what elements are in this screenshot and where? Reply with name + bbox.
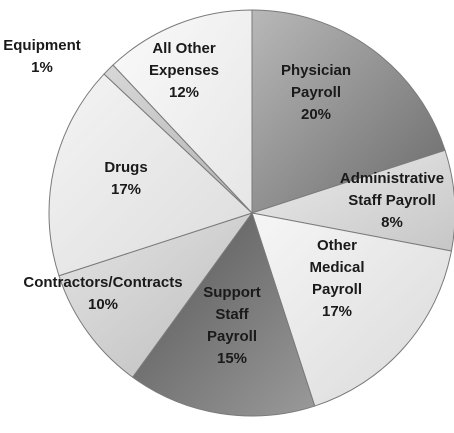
pie-slice-3 — [251, 212, 452, 407]
pie-category-label: Drugs — [104, 159, 147, 176]
pie-category-label: Expenses — [149, 62, 219, 79]
pie-label-1: Physician Payroll 20% — [281, 62, 351, 123]
pie-slice-6 — [48, 73, 253, 277]
pie-value-label: 17% — [322, 303, 352, 320]
pie-category-label: Staff — [215, 306, 249, 323]
pie-slice-8 — [112, 9, 253, 215]
pie-category-label: Other — [317, 237, 357, 254]
pie-slice-5 — [58, 212, 254, 378]
pie-slices — [48, 9, 454, 417]
pie-category-label: Payroll — [291, 84, 341, 101]
pie-category-label: All Other — [152, 40, 216, 57]
pie-value-label: 1% — [31, 59, 53, 76]
pie-label-5: Contractors/Contracts 10% — [23, 274, 182, 313]
pie-value-label: 15% — [217, 350, 247, 367]
pie-category-label: Administrative — [340, 170, 444, 187]
pie-value-label: 17% — [111, 181, 141, 198]
pie-label-8: All Other Expenses 12% — [149, 40, 219, 101]
pie-category-label: Contractors/Contracts — [23, 274, 182, 291]
pie-label-4: Support Staff Payroll 15% — [203, 284, 261, 367]
pie-value-label: 8% — [381, 214, 403, 231]
pie-labels: Physician Payroll 20% Administrative Staff P… — [3, 37, 444, 367]
pie-category-label: Support — [203, 284, 261, 301]
pie-label-2: Administrative Staff Payroll 8% — [340, 170, 444, 231]
pie-slice-4 — [131, 211, 316, 417]
pie-label-6: Drugs 17% — [104, 159, 147, 198]
pie-category-label: Staff Payroll — [348, 192, 436, 209]
pie-value-label: 12% — [169, 84, 199, 101]
pie-value-label: 20% — [301, 106, 331, 123]
pie-category-label: Payroll — [207, 328, 257, 345]
pie-category-label: Payroll — [312, 281, 362, 298]
pie-label-3: Other Medical Payroll 17% — [309, 237, 364, 320]
pie-category-label: Physician — [281, 62, 351, 79]
pie-slice-2 — [251, 149, 454, 252]
pie-label-7: Equipment 1% — [3, 37, 81, 76]
pie-category-label: Equipment — [3, 37, 81, 54]
pie-slice-1 — [251, 9, 446, 214]
pie-category-label: Medical — [309, 259, 364, 276]
pie-value-label: 10% — [88, 296, 118, 313]
